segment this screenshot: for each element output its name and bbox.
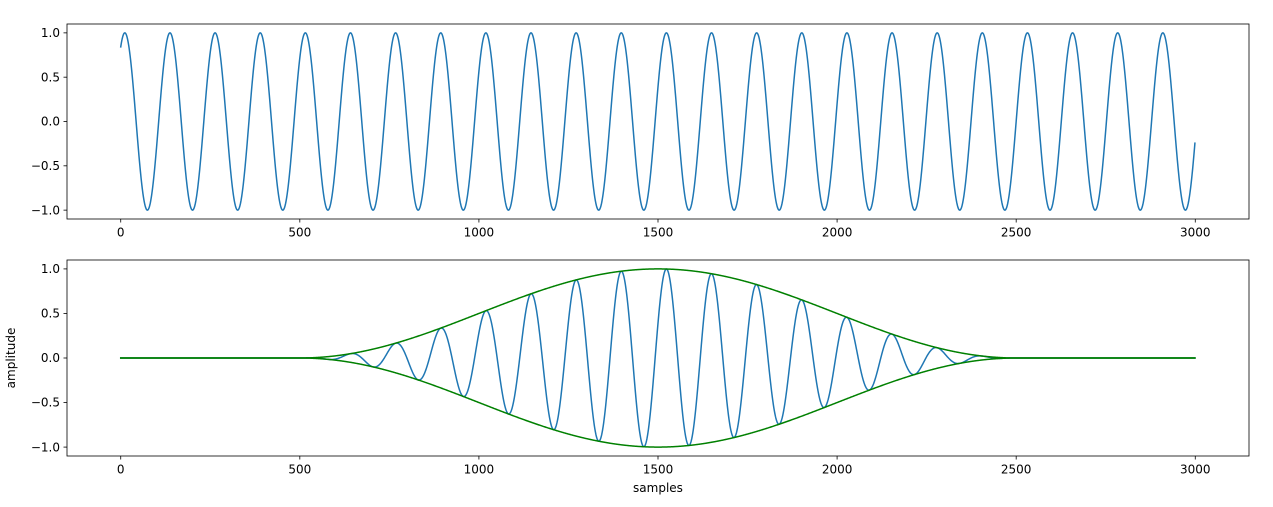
x-tick-label: 500 — [288, 463, 311, 477]
y-tick-label: 0.0 — [41, 351, 60, 365]
y-tick-label: 0.5 — [41, 307, 60, 321]
y-tick-label: 0.0 — [41, 115, 60, 129]
y-tick-label: −1.0 — [31, 440, 60, 454]
bottom-plot-panel: 0 500 1000 1500 2000 2500 3000 1.0 0.5 0.0 −0.5 −1.… — [4, 259, 1250, 495]
x-tick-label: 1000 — [464, 463, 495, 477]
x-tick-label: 2500 — [1001, 226, 1032, 240]
series-line-sine — [119, 32, 1196, 211]
x-tick-label: 0 — [117, 226, 125, 240]
y-tick-label: −0.5 — [31, 396, 60, 410]
axes-frame — [66, 23, 1250, 220]
top-plot-panel: 0 500 1000 1500 2000 2500 3000 1.0 0.5 0.0 −0.5 −1.… — [31, 23, 1250, 240]
y-tick-label: −1.0 — [31, 203, 60, 217]
x-tick-label: 3000 — [1180, 463, 1211, 477]
y-axis-label: amplitude — [4, 328, 18, 389]
x-tick-label: 3000 — [1180, 226, 1211, 240]
x-tick-label: 2500 — [1001, 463, 1032, 477]
x-tick-label: 1000 — [464, 226, 495, 240]
x-tick-label: 1500 — [643, 226, 674, 240]
x-tick-label: 1500 — [643, 463, 674, 477]
x-tick-label: 2000 — [822, 463, 853, 477]
x-axis-label: samples — [633, 481, 683, 495]
x-tick-label: 500 — [288, 226, 311, 240]
y-tick-label: 1.0 — [41, 26, 60, 40]
series-line-envelope-lower — [119, 357, 1196, 448]
series-group — [119, 32, 1196, 211]
x-tick-label: 0 — [117, 463, 125, 477]
series-group — [119, 268, 1196, 448]
series-line-envelope-upper — [119, 268, 1196, 359]
y-tick-label: 0.5 — [41, 70, 60, 84]
y-tick-label: 1.0 — [41, 262, 60, 276]
x-tick-label: 2000 — [822, 226, 853, 240]
y-tick-label: −0.5 — [31, 159, 60, 173]
